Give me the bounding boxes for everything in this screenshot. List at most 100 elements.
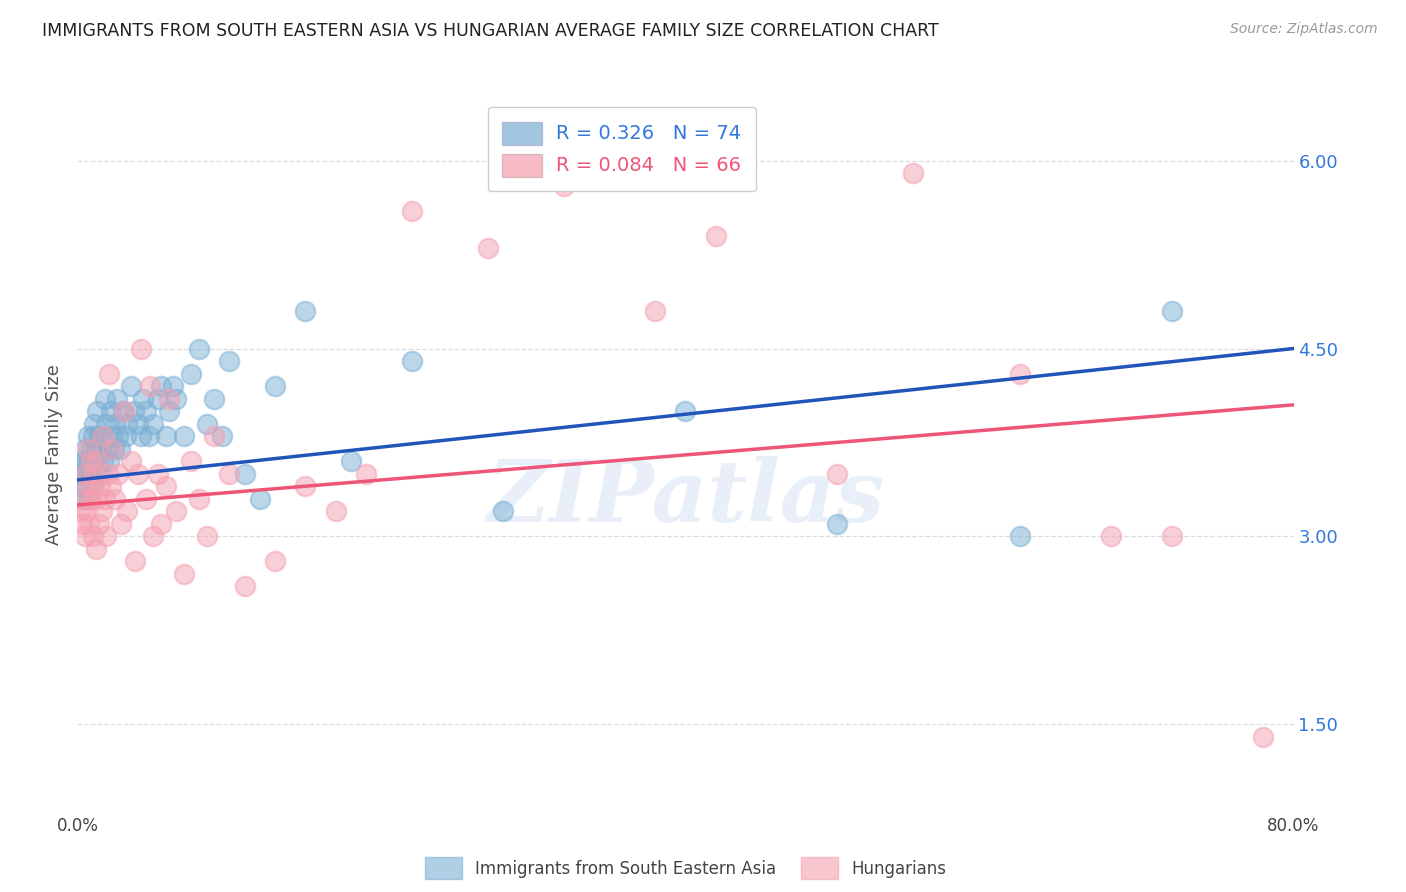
Point <box>195 529 218 543</box>
Point <box>89 479 111 493</box>
Point <box>264 379 287 393</box>
Point <box>101 429 124 443</box>
Point <box>80 442 103 456</box>
Text: Source: ZipAtlas.com: Source: ZipAtlas.com <box>1230 22 1378 37</box>
Point <box>91 429 114 443</box>
Point <box>84 541 107 556</box>
Point <box>211 429 233 443</box>
Point <box>89 442 111 456</box>
Point <box>97 442 120 456</box>
Point <box>98 454 121 468</box>
Point <box>142 529 165 543</box>
Point <box>124 554 146 568</box>
Point <box>218 467 240 481</box>
Point <box>138 429 160 443</box>
Point <box>96 417 118 431</box>
Point <box>146 467 169 481</box>
Point <box>77 479 100 493</box>
Point <box>82 429 104 443</box>
Point <box>325 504 347 518</box>
Point <box>77 429 100 443</box>
Point <box>77 442 100 456</box>
Point <box>1008 367 1031 381</box>
Point <box>188 491 211 506</box>
Point <box>294 304 316 318</box>
Point <box>83 454 105 468</box>
Point <box>644 304 666 318</box>
Point <box>1008 529 1031 543</box>
Point <box>107 429 129 443</box>
Point <box>82 479 104 493</box>
Point <box>75 454 97 468</box>
Text: IMMIGRANTS FROM SOUTH EASTERN ASIA VS HUNGARIAN AVERAGE FAMILY SIZE CORRELATION : IMMIGRANTS FROM SOUTH EASTERN ASIA VS HU… <box>42 22 939 40</box>
Point <box>101 442 124 456</box>
Point <box>73 467 96 481</box>
Point <box>98 367 121 381</box>
Point <box>340 454 363 468</box>
Point <box>149 379 172 393</box>
Point <box>165 392 187 406</box>
Point <box>195 417 218 431</box>
Point <box>83 417 105 431</box>
Point <box>100 479 122 493</box>
Point <box>401 203 423 218</box>
Point <box>91 454 114 468</box>
Point <box>294 479 316 493</box>
Point <box>114 404 136 418</box>
Point <box>97 467 120 481</box>
Point <box>202 392 225 406</box>
Point <box>79 516 101 531</box>
Point <box>233 467 256 481</box>
Point <box>1099 529 1122 543</box>
Point <box>104 491 127 506</box>
Legend: Immigrants from South Eastern Asia, Hungarians: Immigrants from South Eastern Asia, Hung… <box>418 851 953 886</box>
Point <box>100 404 122 418</box>
Point <box>107 467 129 481</box>
Point <box>86 404 108 418</box>
Point <box>188 342 211 356</box>
Point <box>108 442 131 456</box>
Point <box>87 429 110 443</box>
Point <box>75 504 97 518</box>
Point <box>165 504 187 518</box>
Point <box>173 566 195 581</box>
Point <box>82 529 104 543</box>
Point <box>155 429 177 443</box>
Point <box>127 467 149 481</box>
Point <box>75 479 97 493</box>
Point <box>69 479 91 493</box>
Point <box>70 467 93 481</box>
Point <box>80 467 103 481</box>
Point <box>157 404 180 418</box>
Point <box>146 392 169 406</box>
Point <box>675 404 697 418</box>
Point <box>77 467 100 481</box>
Point <box>73 467 96 481</box>
Point <box>139 379 162 393</box>
Y-axis label: Average Family Size: Average Family Size <box>45 365 63 545</box>
Point <box>72 454 94 468</box>
Point <box>162 379 184 393</box>
Point <box>120 379 142 393</box>
Point <box>129 342 152 356</box>
Point <box>1161 304 1184 318</box>
Point <box>401 354 423 368</box>
Point <box>173 429 195 443</box>
Point <box>84 491 107 506</box>
Point <box>827 467 849 481</box>
Point <box>129 429 152 443</box>
Point <box>155 479 177 493</box>
Text: ZIPatlas: ZIPatlas <box>486 456 884 540</box>
Point <box>104 417 127 431</box>
Point <box>93 491 115 506</box>
Point <box>122 404 145 418</box>
Point <box>249 491 271 506</box>
Point <box>90 504 112 518</box>
Point <box>87 516 110 531</box>
Point <box>157 392 180 406</box>
Point <box>73 529 96 543</box>
Point <box>115 429 138 443</box>
Point <box>86 454 108 468</box>
Point <box>903 166 925 180</box>
Point <box>110 516 132 531</box>
